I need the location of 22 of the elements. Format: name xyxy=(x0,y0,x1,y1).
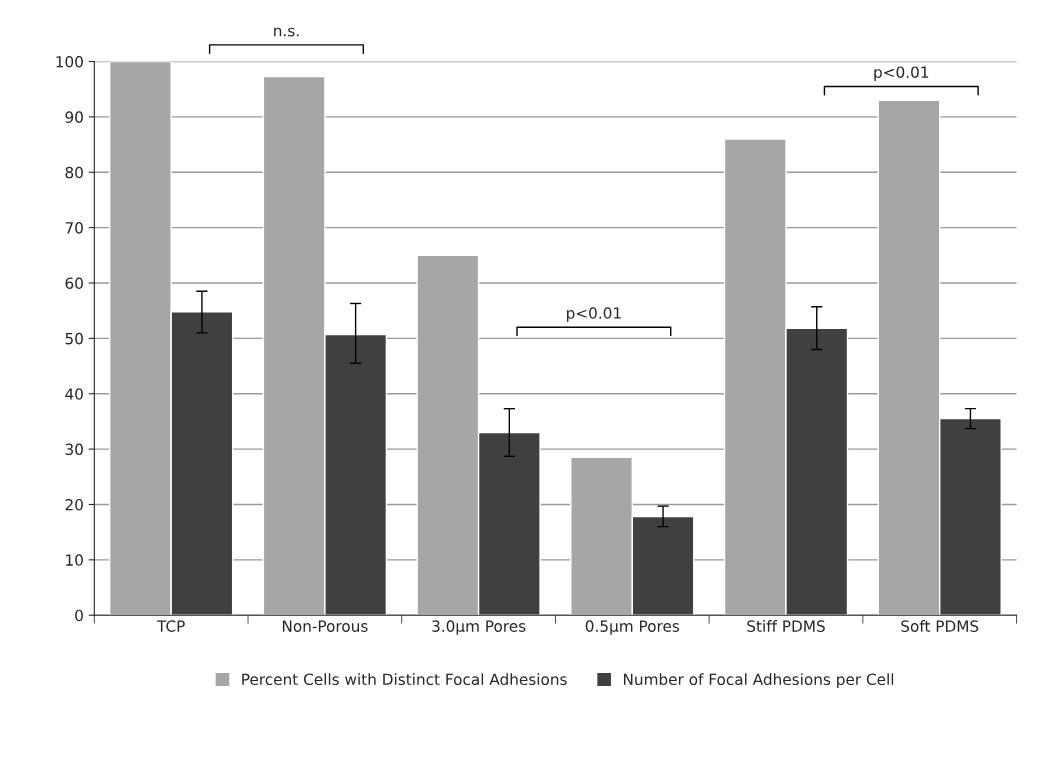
y-tick-label: 30 xyxy=(65,443,83,456)
x-tick-label: Soft PDMS xyxy=(901,620,979,632)
y-tick-label: 100 xyxy=(56,55,83,68)
x-tick-label: TCP xyxy=(156,620,185,632)
annotation: p<0.01 xyxy=(874,66,929,81)
y-tick-label: 10 xyxy=(66,554,83,566)
annotation: p<0.01 xyxy=(566,307,621,322)
x-tick-label: 3.0µm Pores xyxy=(432,620,526,635)
y-tick-label: 90 xyxy=(65,111,83,123)
x-tick-label: Stiff PDMS xyxy=(747,620,825,632)
y-tick-label: 60 xyxy=(65,277,83,290)
x-tick-label: 0.5µm Pores xyxy=(585,620,680,635)
y-tick-label: 40 xyxy=(65,388,83,400)
text: n.s. xyxy=(274,27,299,37)
y-tick-label: 80 xyxy=(65,166,83,179)
x-tick-label: Non-Porous xyxy=(282,620,368,632)
y-tick-label: 20 xyxy=(65,498,83,511)
y-tick-label: 70 xyxy=(65,222,83,234)
y-tick-label: 0 xyxy=(75,609,83,622)
legend-label: Number of Focal Adhesions per Cell xyxy=(623,673,894,689)
legend-label: Percent Cells with Distinct Focal Adhesions xyxy=(242,673,567,686)
y-tick-label: 50 xyxy=(65,332,83,345)
